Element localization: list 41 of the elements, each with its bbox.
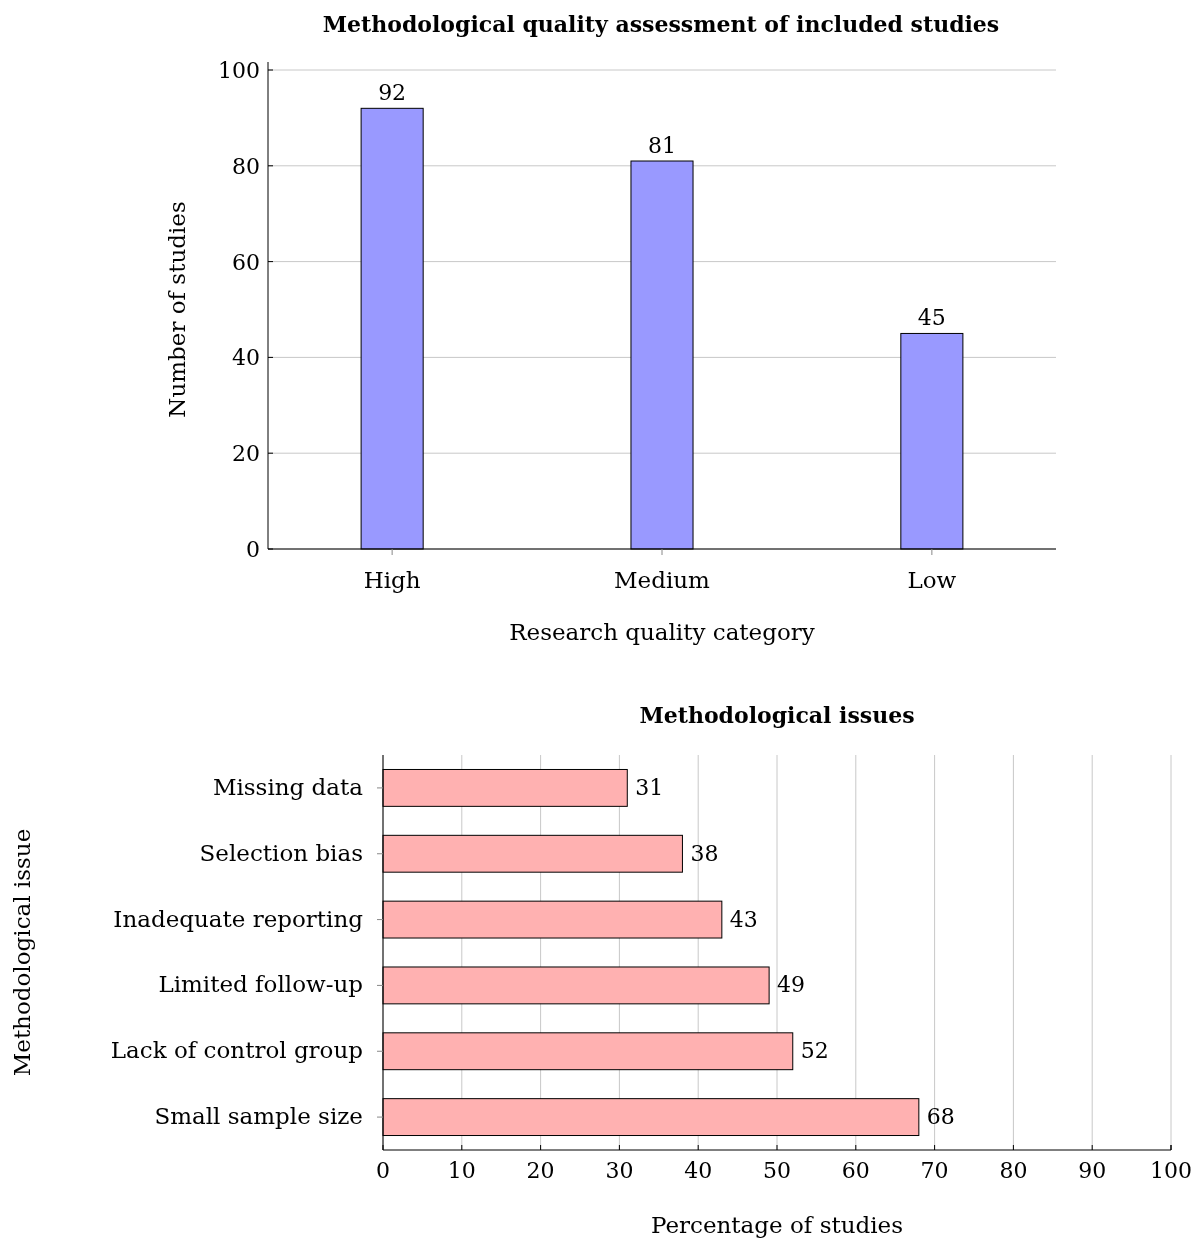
y-tick-label: Selection bias xyxy=(199,839,363,866)
x-tick-label: 50 xyxy=(763,1158,791,1183)
y-axis-title: Methodological issue xyxy=(9,828,35,1077)
x-axis-title: Percentage of studies xyxy=(651,1212,903,1238)
x-tick-label: 0 xyxy=(376,1158,390,1183)
data-label: 68 xyxy=(926,1104,955,1130)
y-axis-title: Number of studies xyxy=(164,201,190,418)
y-tick-label: 40 xyxy=(232,345,260,371)
x-tick-label: 40 xyxy=(684,1158,713,1183)
x-tick-label: 10 xyxy=(447,1158,476,1183)
x-tick-label: 20 xyxy=(526,1158,555,1183)
data-label: 49 xyxy=(777,972,806,998)
x-tick-label: High xyxy=(363,567,421,593)
x-tick-label: Low xyxy=(907,567,957,593)
x-axis-title: Research quality category xyxy=(509,619,815,645)
y-tick-label: Limited follow-up xyxy=(158,971,363,998)
y-tick-label: 0 xyxy=(246,537,260,562)
y-tick-label: Small sample size xyxy=(154,1103,363,1130)
x-tick-label: 30 xyxy=(605,1158,634,1183)
y-tick-label: Inadequate reporting xyxy=(113,905,364,932)
chart-title: Methodological quality assessment of included studies xyxy=(322,11,1000,37)
y-tick-label: 100 xyxy=(218,58,260,83)
y-tick-label: 80 xyxy=(232,153,260,179)
data-label: 52 xyxy=(800,1038,829,1064)
data-label: 31 xyxy=(635,774,664,800)
x-tick-label: Medium xyxy=(614,567,711,593)
x-tick-label: 80 xyxy=(999,1158,1028,1183)
chart-title: Methodological issues xyxy=(639,702,915,728)
x-tick-label: 100 xyxy=(1150,1158,1192,1183)
y-tick-label: 20 xyxy=(232,441,260,467)
x-tick-label: 90 xyxy=(1078,1158,1107,1183)
data-label: 92 xyxy=(378,80,407,106)
data-label: 38 xyxy=(690,840,719,866)
y-tick-label: Missing data xyxy=(212,773,364,800)
y-tick-label: Lack of control group xyxy=(110,1037,363,1064)
x-tick-label: 70 xyxy=(920,1158,949,1183)
data-label: 81 xyxy=(648,133,676,159)
y-tick-label: 60 xyxy=(232,249,260,275)
x-tick-label: 60 xyxy=(841,1158,870,1183)
data-label: 43 xyxy=(729,906,758,932)
data-label: 45 xyxy=(917,305,946,331)
